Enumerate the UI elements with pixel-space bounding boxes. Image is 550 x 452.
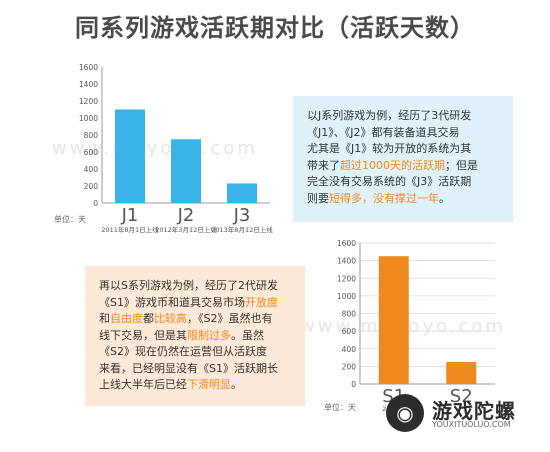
body-text: 《J1》、《J2》都有装备道具交易 (307, 125, 460, 139)
unit-label: 单位：天 (324, 403, 356, 412)
y-tick-label: 0 (93, 199, 98, 208)
release-date-label: 2012年3月12日上线 (155, 225, 217, 234)
bar-j1 (115, 109, 145, 203)
y-tick-label: 0 (351, 380, 356, 389)
body-text: 完全没有交易系统的《J3》活跃期 (307, 175, 472, 188)
x-tick-label: J2 (177, 205, 195, 226)
release-date-label: 2011年8月1日上线 (101, 225, 159, 234)
y-tick-label: 1400 (337, 257, 356, 266)
y-tick-label: 1600 (337, 239, 356, 248)
text-line: 《S2》现在仍然在运营但从活跃度 (99, 344, 295, 361)
j-series-explanation: 以J系列游戏为例，经历了3代研发 《J1》、《J2》都有装备道具交易 尤其是《J1》… (293, 96, 513, 222)
text-line: 来看，已经明显没有《S1》活跃期长 (99, 361, 295, 378)
x-tick-label: J3 (233, 205, 251, 226)
highlight-text: 自由度 (110, 312, 143, 325)
bar-j3 (227, 183, 257, 203)
highlight-text: 限制过多 (187, 328, 231, 342)
y-tick-label: 400 (342, 345, 357, 354)
y-tick-label: 400 (84, 165, 99, 174)
highlight-text: 比较高 (154, 312, 187, 325)
body-text: ；但是 (445, 158, 478, 172)
text-line: 《S1》游戏币和道具交易市场开放度 (99, 295, 295, 312)
text-line: 则要短得多，没有撑过一年。 (307, 191, 503, 208)
bar-s2 (446, 361, 477, 384)
chart-s-series: 02004006008001000120014001600S12011年S2 (337, 239, 495, 413)
body-text: 。 (439, 191, 450, 205)
highlight-text: 开放度 (244, 295, 278, 309)
body-text: 线下交易，但是其 (99, 328, 187, 342)
y-tick-label: 200 (84, 182, 99, 191)
y-tick-label: 600 (84, 148, 99, 157)
text-line: 再以S系列游戏为例，经历了2代研发 (99, 278, 295, 295)
text-line: 上线大半年后已经下滑明显。 (99, 377, 295, 394)
highlight-text: 短得多，没有撑过一年 (329, 191, 439, 205)
body-text: 则要 (307, 191, 329, 205)
y-tick-label: 800 (84, 131, 99, 140)
text-line: 和自由度都比较高，《S2》虽然也有 (99, 311, 295, 328)
page-title: 同系列游戏活跃期对比（活跃天数） (75, 14, 475, 42)
body-text: 《S1》游戏币和道具交易市场 (99, 295, 245, 309)
bar-s1 (378, 256, 409, 384)
x-tick-label: J1 (121, 205, 139, 226)
body-text: 来看，已经明显没有《S1》活跃期长 (99, 361, 278, 375)
body-text: 上线大半年后已经 (99, 378, 187, 391)
body-text: ，《S2》虽然也有 (187, 312, 273, 325)
y-tick-label: 1200 (337, 274, 356, 283)
brand-name: 游戏陀螺 (432, 399, 516, 423)
text-line: 线下交易，但是其限制过多。虽然 (99, 328, 295, 345)
y-tick-label: 1000 (79, 114, 98, 123)
body-text: 都 (143, 312, 154, 325)
text-line: 《J1》、《J2》都有装备道具交易 (307, 125, 503, 142)
camera-icon: ◉ (386, 394, 424, 432)
highlight-text: 超过1000天的活跃期 (340, 158, 445, 172)
body-text: 。虽然 (231, 328, 264, 342)
y-tick-label: 1600 (79, 63, 98, 72)
body-text: 。 (231, 378, 242, 391)
text-line: 完全没有交易系统的《J3》活跃期 (307, 174, 503, 191)
unit-label: 单位：天 (54, 215, 86, 224)
text-line: 以J系列游戏为例，经历了3代研发 (307, 108, 503, 125)
body-text: 以J系列游戏为例，经历了3代研发 (307, 109, 472, 122)
y-tick-label: 1000 (337, 292, 356, 301)
text-line: 带来了超过1000天的活跃期；但是 (307, 158, 503, 175)
body-text: 再以S系列游戏为例，经历了2代研发 (99, 279, 278, 292)
y-tick-label: 600 (342, 327, 357, 336)
y-tick-label: 200 (342, 362, 357, 371)
chart-j-series: 0 200 400 600 800 1000 1200 1400 1600 J12011年8月1日… (79, 63, 273, 234)
y-tick-label: 1400 (79, 80, 98, 89)
y-tick-label: 1200 (79, 97, 98, 106)
body-text: 《S2》现在仍然在运营但从活跃度 (99, 345, 267, 358)
body-text: 带来了 (307, 158, 340, 172)
text-line: 尤其是《J1》较为开放的系统为其 (307, 141, 503, 158)
body-text: 和 (99, 312, 110, 325)
highlight-text: 下滑明显 (187, 378, 231, 391)
body-text: 尤其是《J1》较为开放的系统为其 (307, 142, 472, 155)
y-tick-label: 800 (342, 310, 357, 319)
x-tick-label: S2 (450, 386, 473, 407)
watermark: www.moyoyo.com (52, 138, 258, 159)
brand-url: YOUXITUOLUO.COM (432, 420, 511, 429)
release-date-label: 2013年8月12日上线 (211, 225, 273, 234)
bar-j2 (171, 139, 201, 203)
s-series-explanation: 再以S系列游戏为例，经历了2代研发 《S1》游戏币和道具交易市场开放度 和自由度都比… (85, 266, 305, 406)
brand-logo: ◉ 游戏陀螺 YOUXITUOLUO.COM (386, 394, 536, 436)
